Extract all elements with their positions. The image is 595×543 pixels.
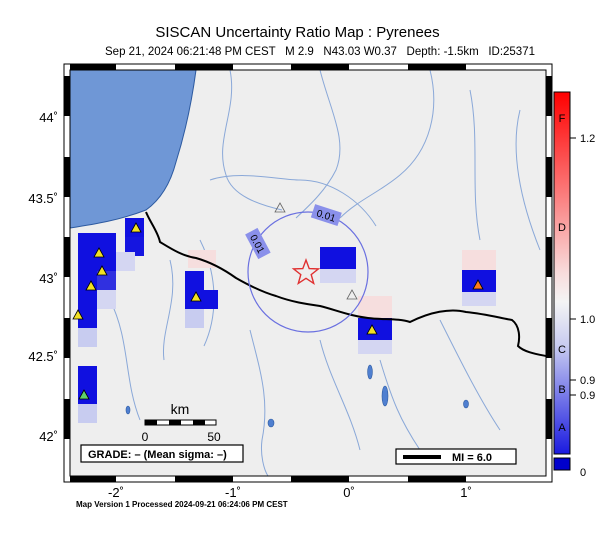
colorbar-grade: F xyxy=(559,113,566,125)
map-title: SISCAN Uncertainty Ratio Map : Pyrenees xyxy=(155,24,440,41)
lat-label: 43.5˚ xyxy=(28,191,58,206)
station-triangle-icon xyxy=(274,202,286,213)
sea-area xyxy=(69,69,197,229)
lakes xyxy=(125,364,469,428)
lon-label: -1˚ xyxy=(225,485,241,500)
processing-footer: Map Version 1 Processed 2024-09-21 06:24… xyxy=(76,500,288,509)
station-triangle-icon xyxy=(85,280,97,291)
colorbar-value: 1.0 xyxy=(580,314,595,326)
station-triangle-icon xyxy=(96,265,108,276)
colorbar-grade: A xyxy=(558,422,566,434)
colorbar: F D C B A 1.2 1.0 0.9 0.9 0 xyxy=(553,91,595,479)
station-triangle-icon xyxy=(190,291,202,302)
colorbar-value: 0 xyxy=(580,467,586,479)
mi-legend-text: MI = 6.0 xyxy=(452,452,492,464)
colorbar-value: 0.9 xyxy=(580,375,595,387)
colorbar-value: 1.2 xyxy=(580,133,595,145)
latitude-labels: 44˚ 43.5˚ 43˚ 42.5˚ 42˚ xyxy=(28,110,58,444)
mi-legend: MI = 6.0 xyxy=(395,448,517,465)
uncertainty-contour xyxy=(247,211,369,333)
national-border xyxy=(145,211,547,357)
grade-text: GRADE: – (Mean sigma: –) xyxy=(88,449,227,461)
grade-box: GRADE: – (Mean sigma: –) xyxy=(80,444,244,463)
colorbar-grade: D xyxy=(558,222,566,234)
lon-label: -2˚ xyxy=(108,485,124,500)
station-triangle-icon xyxy=(78,389,90,400)
rivers xyxy=(109,69,541,477)
lon-label: 0˚ xyxy=(343,485,355,500)
epicenter-star-icon xyxy=(291,257,321,286)
colorbar-grade: B xyxy=(558,384,565,396)
lat-label: 43˚ xyxy=(39,271,58,286)
station-triangle-icon xyxy=(366,324,378,335)
scale-tick: 50 xyxy=(207,430,221,444)
station-triangle-icon xyxy=(472,279,484,290)
stations xyxy=(72,202,484,400)
colorbar-value: 0.9 xyxy=(580,390,595,402)
station-triangle-icon xyxy=(72,309,84,320)
lat-label: 42˚ xyxy=(39,429,58,444)
map-frame xyxy=(63,63,553,483)
scale-unit: km xyxy=(171,401,190,417)
lat-label: 44˚ xyxy=(39,110,58,125)
station-triangle-icon xyxy=(93,247,105,258)
scale-tick: 0 xyxy=(142,430,149,444)
colorbar-grade: C xyxy=(558,344,566,356)
lon-label: 1˚ xyxy=(460,485,472,500)
lat-label: 42.5˚ xyxy=(28,349,58,364)
station-triangle-icon xyxy=(130,222,142,233)
station-triangle-icon xyxy=(346,289,358,300)
longitude-labels: -2˚ -1˚ 0˚ 1˚ xyxy=(108,485,472,500)
scale-bar: km 0 50 xyxy=(142,401,221,444)
event-subtitle: Sep 21, 2024 06:21:48 PM CEST M 2.9 N43.… xyxy=(105,46,535,58)
